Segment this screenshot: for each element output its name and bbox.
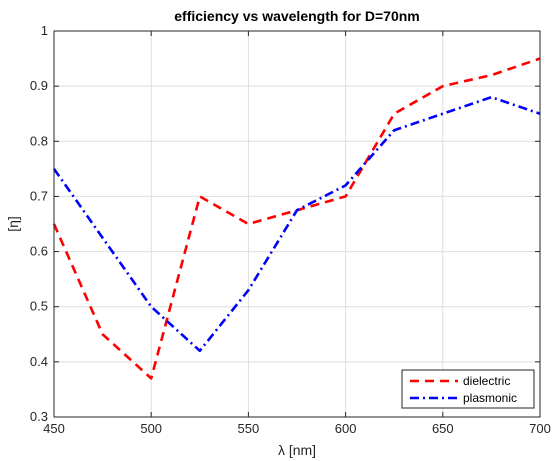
series-line-plasmonic — [52, 95, 541, 353]
plot-frame — [53, 30, 541, 418]
y-tick-label: 0.5 — [30, 299, 48, 314]
legend-box — [401, 369, 535, 409]
y-tick-label: 0.7 — [30, 188, 48, 203]
grid-lines — [54, 31, 540, 417]
plot-area — [54, 31, 540, 417]
y-tick-label: 0.6 — [30, 244, 48, 259]
x-tick-label: 600 — [335, 421, 357, 436]
x-tick-label: 500 — [140, 421, 162, 436]
y-tick-label: 0.4 — [30, 354, 48, 369]
chart-title: efficiency vs wavelength for D=70nm — [174, 8, 419, 24]
legend-label-dielectric: dielectric — [463, 374, 510, 388]
y-tick-label: 0.3 — [30, 409, 48, 424]
y-tick-label: 1 — [41, 23, 48, 38]
x-axis-label: λ [nm] — [278, 442, 316, 458]
y-tick-label: 0.9 — [30, 78, 48, 93]
legend-label-plasmonic: plasmonic — [463, 391, 517, 405]
x-tick-label: 650 — [432, 421, 454, 436]
y-axis-label: [η] — [5, 216, 21, 232]
series-layer — [52, 57, 541, 380]
axis-ticks: 450 500 550 600 650 700 0.3 0.4 0.5 0.6 0.7 0.8 0.9 1 — [30, 23, 551, 436]
x-tick-label: 550 — [238, 421, 260, 436]
x-tick-label: 450 — [43, 421, 65, 436]
legend: dielectric plasmonic — [401, 369, 535, 409]
y-tick-label: 0.8 — [30, 133, 48, 148]
x-tick-label: 700 — [529, 421, 551, 436]
